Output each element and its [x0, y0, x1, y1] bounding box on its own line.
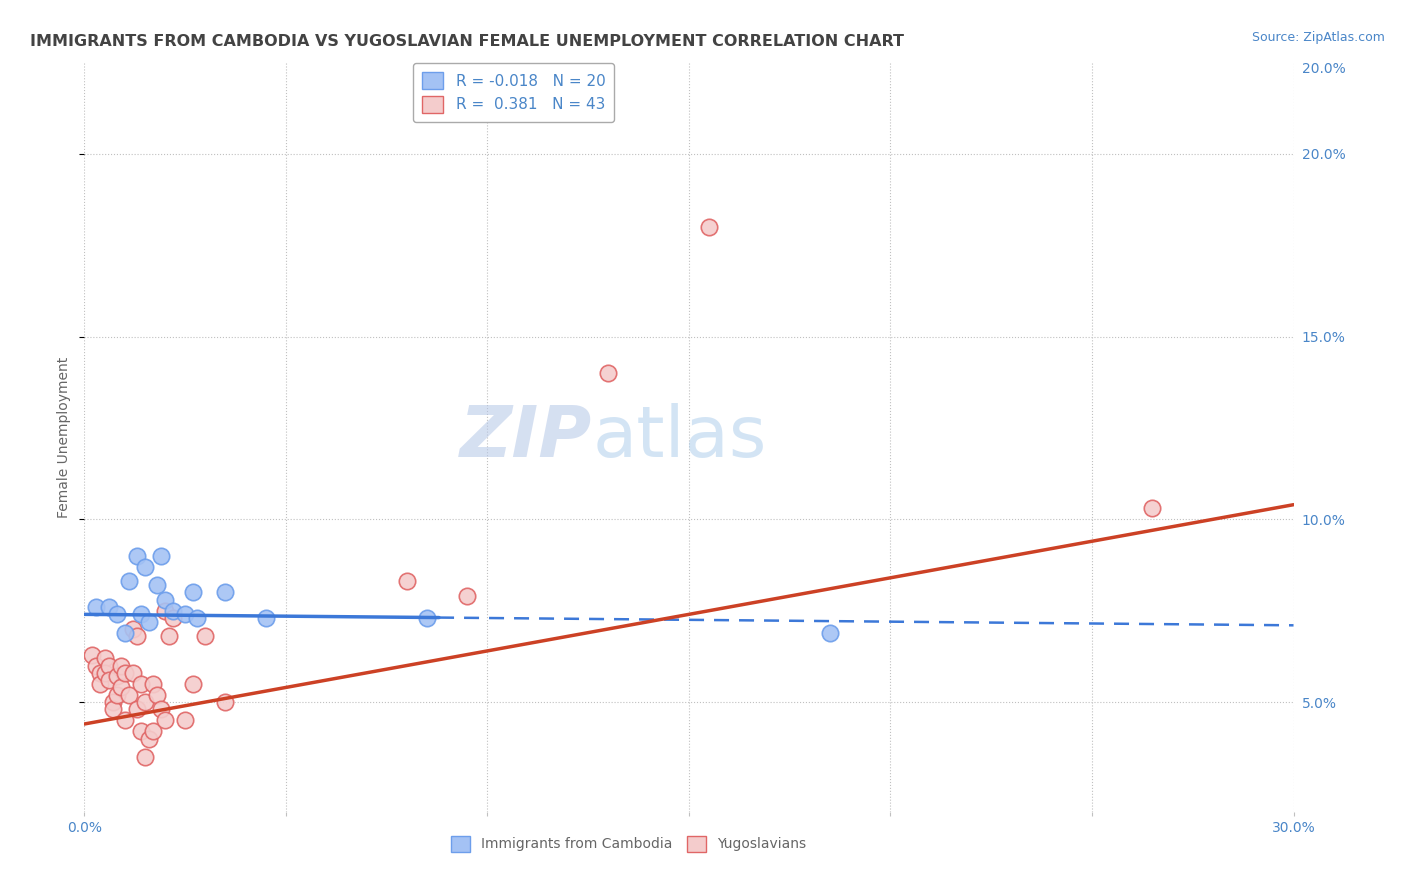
- Point: [114, 665, 136, 680]
- Point: [214, 695, 236, 709]
- Point: [186, 611, 208, 625]
- Point: [125, 629, 148, 643]
- Point: [181, 677, 204, 691]
- Point: [118, 688, 141, 702]
- Point: [162, 604, 184, 618]
- Point: [97, 673, 120, 687]
- Point: [121, 622, 143, 636]
- Point: [416, 611, 439, 625]
- Text: ZIP: ZIP: [460, 402, 592, 472]
- Point: [121, 665, 143, 680]
- Legend: Immigrants from Cambodia, Yugoslavians: Immigrants from Cambodia, Yugoslavians: [446, 830, 811, 857]
- Point: [110, 681, 132, 695]
- Point: [1142, 501, 1164, 516]
- Point: [125, 702, 148, 716]
- Point: [93, 651, 115, 665]
- Point: [598, 366, 620, 380]
- Text: IMMIGRANTS FROM CAMBODIA VS YUGOSLAVIAN FEMALE UNEMPLOYMENT CORRELATION CHART: IMMIGRANTS FROM CAMBODIA VS YUGOSLAVIAN …: [30, 34, 904, 49]
- Point: [125, 549, 148, 563]
- Point: [101, 702, 124, 716]
- Point: [818, 625, 841, 640]
- Point: [105, 688, 128, 702]
- Point: [97, 600, 120, 615]
- Point: [129, 607, 152, 622]
- Point: [146, 688, 169, 702]
- Text: atlas: atlas: [592, 402, 766, 472]
- Point: [86, 600, 108, 615]
- Point: [146, 578, 169, 592]
- Point: [153, 714, 176, 728]
- Point: [97, 658, 120, 673]
- Point: [129, 677, 152, 691]
- Point: [174, 714, 197, 728]
- Point: [114, 714, 136, 728]
- Point: [118, 574, 141, 589]
- Point: [153, 604, 176, 618]
- Point: [149, 702, 172, 716]
- Point: [105, 669, 128, 683]
- Point: [86, 658, 108, 673]
- Point: [395, 574, 418, 589]
- Point: [254, 611, 277, 625]
- Point: [134, 695, 156, 709]
- Point: [93, 665, 115, 680]
- Point: [153, 592, 176, 607]
- Point: [214, 585, 236, 599]
- Point: [194, 629, 217, 643]
- Point: [89, 677, 111, 691]
- Point: [142, 677, 165, 691]
- Point: [142, 724, 165, 739]
- Point: [456, 589, 478, 603]
- Point: [138, 731, 160, 746]
- Point: [129, 724, 152, 739]
- Point: [162, 611, 184, 625]
- Point: [110, 658, 132, 673]
- Point: [134, 750, 156, 764]
- Text: Source: ZipAtlas.com: Source: ZipAtlas.com: [1251, 31, 1385, 45]
- Point: [101, 695, 124, 709]
- Point: [138, 615, 160, 629]
- Point: [82, 648, 104, 662]
- Point: [114, 625, 136, 640]
- Point: [174, 607, 197, 622]
- Point: [181, 585, 204, 599]
- Point: [697, 219, 720, 234]
- Point: [89, 665, 111, 680]
- Point: [149, 549, 172, 563]
- Point: [134, 559, 156, 574]
- Y-axis label: Female Unemployment: Female Unemployment: [58, 357, 72, 517]
- Point: [157, 629, 180, 643]
- Point: [105, 607, 128, 622]
- Text: 20.0%: 20.0%: [1302, 62, 1346, 77]
